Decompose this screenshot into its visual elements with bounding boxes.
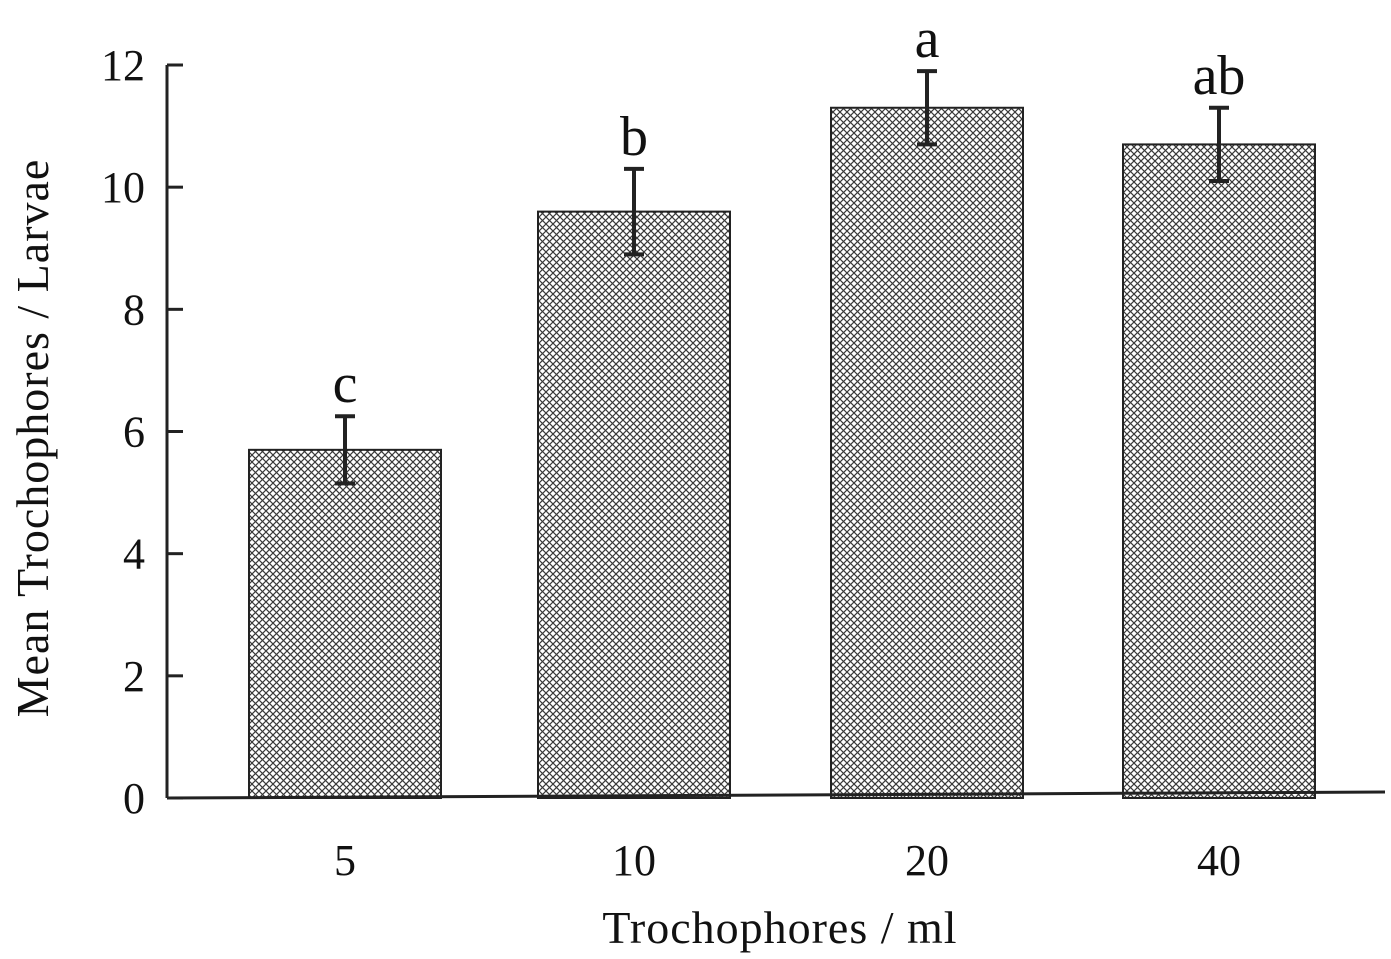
- y-tick-label: 8: [123, 285, 145, 334]
- x-axis-category-labels: 5 10 20 40: [334, 836, 1241, 885]
- x-category-label: 5: [334, 836, 356, 885]
- y-tick-label: 2: [123, 652, 145, 701]
- bar: [830, 106, 1024, 799]
- x-category-label: 20: [905, 836, 949, 885]
- significance-label: a: [915, 8, 940, 70]
- x-axis-line: [166, 790, 1386, 800]
- y-axis-ticks: 0 2 4 6 8 10 12: [101, 41, 183, 823]
- bars-group: [248, 106, 1316, 800]
- y-tick-label: 6: [123, 408, 145, 457]
- error-bars-group: [335, 69, 1229, 486]
- bar: [1122, 143, 1316, 800]
- y-tick-label: 0: [123, 774, 145, 823]
- y-axis-title: Mean Trochophores / Larvae: [7, 159, 58, 718]
- significance-label: c: [333, 353, 358, 415]
- y-tick-label: 10: [101, 163, 145, 212]
- x-category-label: 10: [612, 836, 656, 885]
- significance-label: b: [620, 106, 648, 168]
- significance-label: ab: [1193, 45, 1246, 107]
- y-tick-label: 12: [101, 41, 145, 90]
- x-axis-title: Trochophores / ml: [602, 902, 957, 953]
- bar: [248, 448, 442, 799]
- x-category-label: 40: [1197, 836, 1241, 885]
- significance-labels-group: c b a ab: [333, 8, 1246, 415]
- bar: [537, 210, 731, 800]
- y-tick-label: 4: [123, 530, 145, 579]
